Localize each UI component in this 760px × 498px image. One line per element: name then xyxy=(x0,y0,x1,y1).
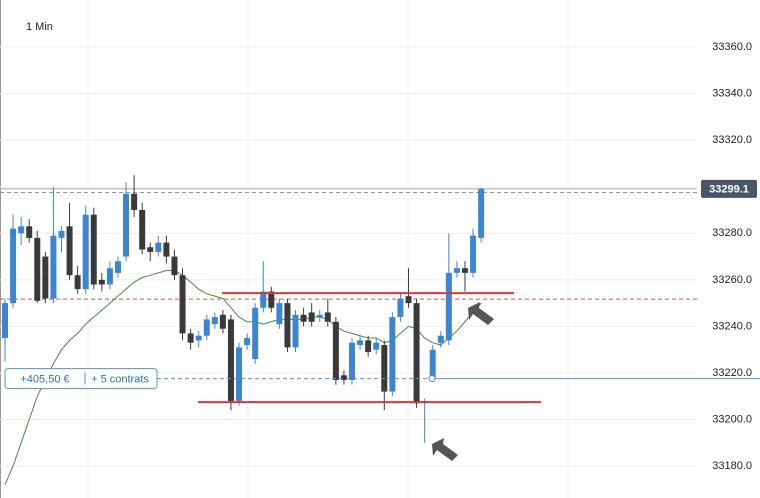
candle-body xyxy=(98,279,105,285)
candle-body xyxy=(244,338,251,346)
candle-body xyxy=(26,226,33,238)
candle-body xyxy=(332,321,339,380)
candle-body xyxy=(131,193,138,211)
candle-body xyxy=(123,193,130,257)
candle-body xyxy=(276,303,283,325)
vertical-grid xyxy=(87,0,569,498)
candle-body xyxy=(308,312,315,322)
candle-body xyxy=(195,335,202,341)
position-box xyxy=(4,368,158,390)
candle-body xyxy=(284,303,291,348)
candle-body xyxy=(357,340,364,346)
candle-body xyxy=(453,268,460,273)
candle-body xyxy=(236,347,243,401)
candle-body xyxy=(171,256,178,276)
candle-body xyxy=(211,317,218,325)
last-price-box xyxy=(701,179,757,198)
position-pnl: +405,50 € xyxy=(20,373,69,385)
y-tick-label: 33320.0 xyxy=(712,134,752,146)
candle-body xyxy=(139,210,146,250)
candle-body xyxy=(445,272,452,341)
candle-body xyxy=(252,307,259,360)
candle-body xyxy=(340,375,347,380)
moving-average xyxy=(4,270,482,485)
candle-body xyxy=(429,349,436,378)
candle-body xyxy=(437,335,444,343)
y-tick-label: 33220.0 xyxy=(712,367,752,379)
candle-body xyxy=(74,275,81,290)
y-tick-label: 33200.0 xyxy=(712,413,752,425)
candle-body xyxy=(373,342,380,350)
candle-body xyxy=(292,314,299,348)
candle-body xyxy=(18,226,25,234)
y-tick-label: 33180.0 xyxy=(712,460,752,472)
candle-body xyxy=(365,340,372,353)
arrow xyxy=(468,302,494,325)
candle-body xyxy=(219,314,226,329)
candle-body xyxy=(381,345,388,392)
candle-body xyxy=(389,317,396,392)
candle-body xyxy=(227,319,234,401)
position-size: + 5 contrats xyxy=(91,373,149,385)
candle-body xyxy=(203,319,210,336)
timeframe: 1 Min xyxy=(26,21,53,33)
candle-body xyxy=(268,291,275,308)
candle-body xyxy=(66,226,73,276)
y-tick-label: 33240.0 xyxy=(712,320,752,332)
candle-body xyxy=(470,235,477,273)
y-tick-label: 33260.0 xyxy=(712,274,752,286)
candle-body xyxy=(2,303,8,339)
y-tick-label: 33360.0 xyxy=(712,41,752,53)
position-marker xyxy=(428,375,436,383)
last-price-label: 33299.1 xyxy=(709,184,749,196)
candle-body xyxy=(405,296,412,304)
candle-body xyxy=(155,242,162,252)
candle-body xyxy=(397,298,404,318)
candle-body xyxy=(461,268,468,273)
candle-body xyxy=(42,256,49,299)
candle-body xyxy=(349,342,356,380)
candle-body xyxy=(316,314,323,318)
candle-body xyxy=(413,303,420,404)
candle-body xyxy=(179,275,186,334)
candle-body xyxy=(187,333,194,343)
candle-body xyxy=(90,214,97,285)
y-tick-label: 33280.0 xyxy=(712,227,752,239)
candle-body xyxy=(260,291,267,308)
candle-body xyxy=(10,228,17,304)
candle-body xyxy=(324,312,331,322)
candle-body xyxy=(114,261,121,273)
candle-body xyxy=(50,235,57,299)
y-tick-label: 33340.0 xyxy=(712,87,752,99)
candle-body xyxy=(58,230,65,238)
candle-body xyxy=(34,237,41,301)
plot: 33180.0 33200.0 33220.0 33240.0 33260.0 33280… xyxy=(0,41,760,485)
candle-body xyxy=(82,214,89,290)
arrow xyxy=(432,438,458,461)
candle-body xyxy=(147,247,154,252)
candle-body xyxy=(163,242,170,257)
candle-body xyxy=(106,268,113,285)
candle-body xyxy=(478,188,485,238)
candle-body xyxy=(300,314,307,322)
